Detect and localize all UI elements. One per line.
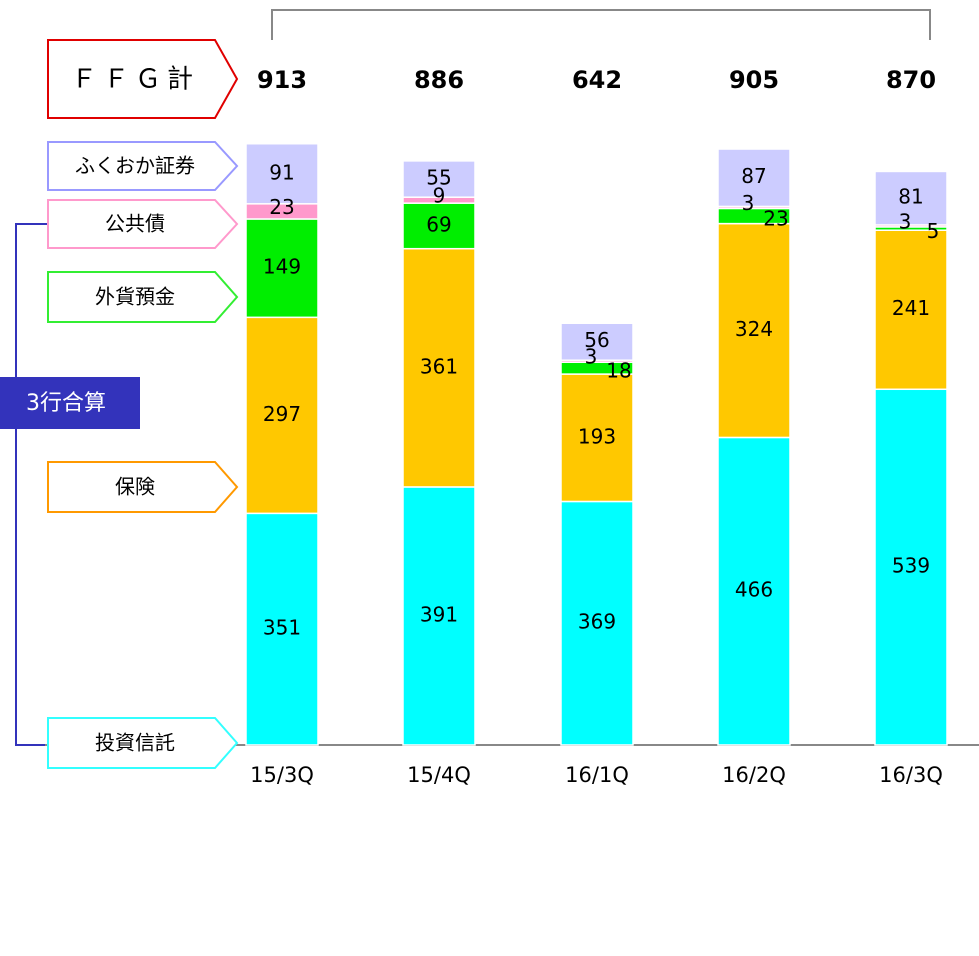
value-label: 391 [420,602,458,626]
bar-segment [717,148,791,208]
value-label: 361 [420,354,458,378]
bar-segment [402,202,476,250]
total-value: 913 [257,66,307,94]
total-value: 870 [886,66,936,94]
legend-box [47,141,239,191]
total-label: ＦＦＧ計 [71,65,199,95]
value-label: 55 [426,166,451,190]
legend-label: 投資信託 [95,731,175,755]
bar-segment [717,436,791,746]
value-label: 466 [735,578,773,602]
total-value: 886 [414,66,464,94]
bar-segment [402,486,476,746]
bar-segment [874,388,948,746]
x-tick-label: 15/4Q [407,763,471,787]
total-value: 905 [729,66,779,94]
value-label: 149 [263,255,301,279]
x-tick-label: 16/3Q [879,763,943,787]
legend-label: 外貨預金 [95,285,175,309]
total-label-box [47,39,239,119]
legend-label: 保険 [115,475,155,499]
bar-segment [245,218,319,319]
bar-segment [560,322,634,361]
bar-segment [402,247,476,488]
value-label: 351 [263,616,301,640]
bar-segment [874,170,948,226]
value-label: 3 [742,191,755,215]
group-label-box [0,377,140,429]
legend-box [47,199,239,249]
value-label: 69 [426,212,451,236]
value-label: 91 [269,160,294,184]
legend-box [47,461,239,513]
legend-box [47,271,239,323]
legend-label: 公共債 [105,212,165,236]
bar-segment [245,142,319,205]
value-label: 241 [892,296,930,320]
value-label: 369 [578,610,616,634]
value-label: 297 [263,402,301,426]
bar-segment [402,160,476,198]
group-label: 3行合算 [26,391,106,416]
value-label: 18 [606,359,631,383]
value-label: 56 [584,328,609,352]
x-tick-label: 15/3Q [250,763,314,787]
bar-segment [245,316,319,515]
value-label: 193 [578,424,616,448]
legend-label: ふくおか証券 [75,154,195,178]
value-label: 3 [585,345,598,369]
top-bracket [271,9,931,40]
value-label: 23 [269,195,294,219]
group-bracket [15,223,48,746]
bar-segment [560,373,634,503]
x-tick-label: 16/2Q [722,763,786,787]
bar-segment [874,229,948,391]
bar-segment [560,500,634,746]
legend-box [47,717,239,769]
value-label: 81 [898,185,923,209]
bar-segment [245,512,319,746]
total-value: 642 [572,66,622,94]
value-label: 3 [899,209,912,233]
value-label: 539 [892,554,930,578]
value-label: 5 [927,219,940,243]
x-tick-label: 16/1Q [565,763,629,787]
bar-segment [717,222,791,439]
value-label: 9 [433,184,446,208]
value-label: 324 [735,317,773,341]
value-label: 23 [763,207,788,231]
value-label: 87 [741,164,766,188]
